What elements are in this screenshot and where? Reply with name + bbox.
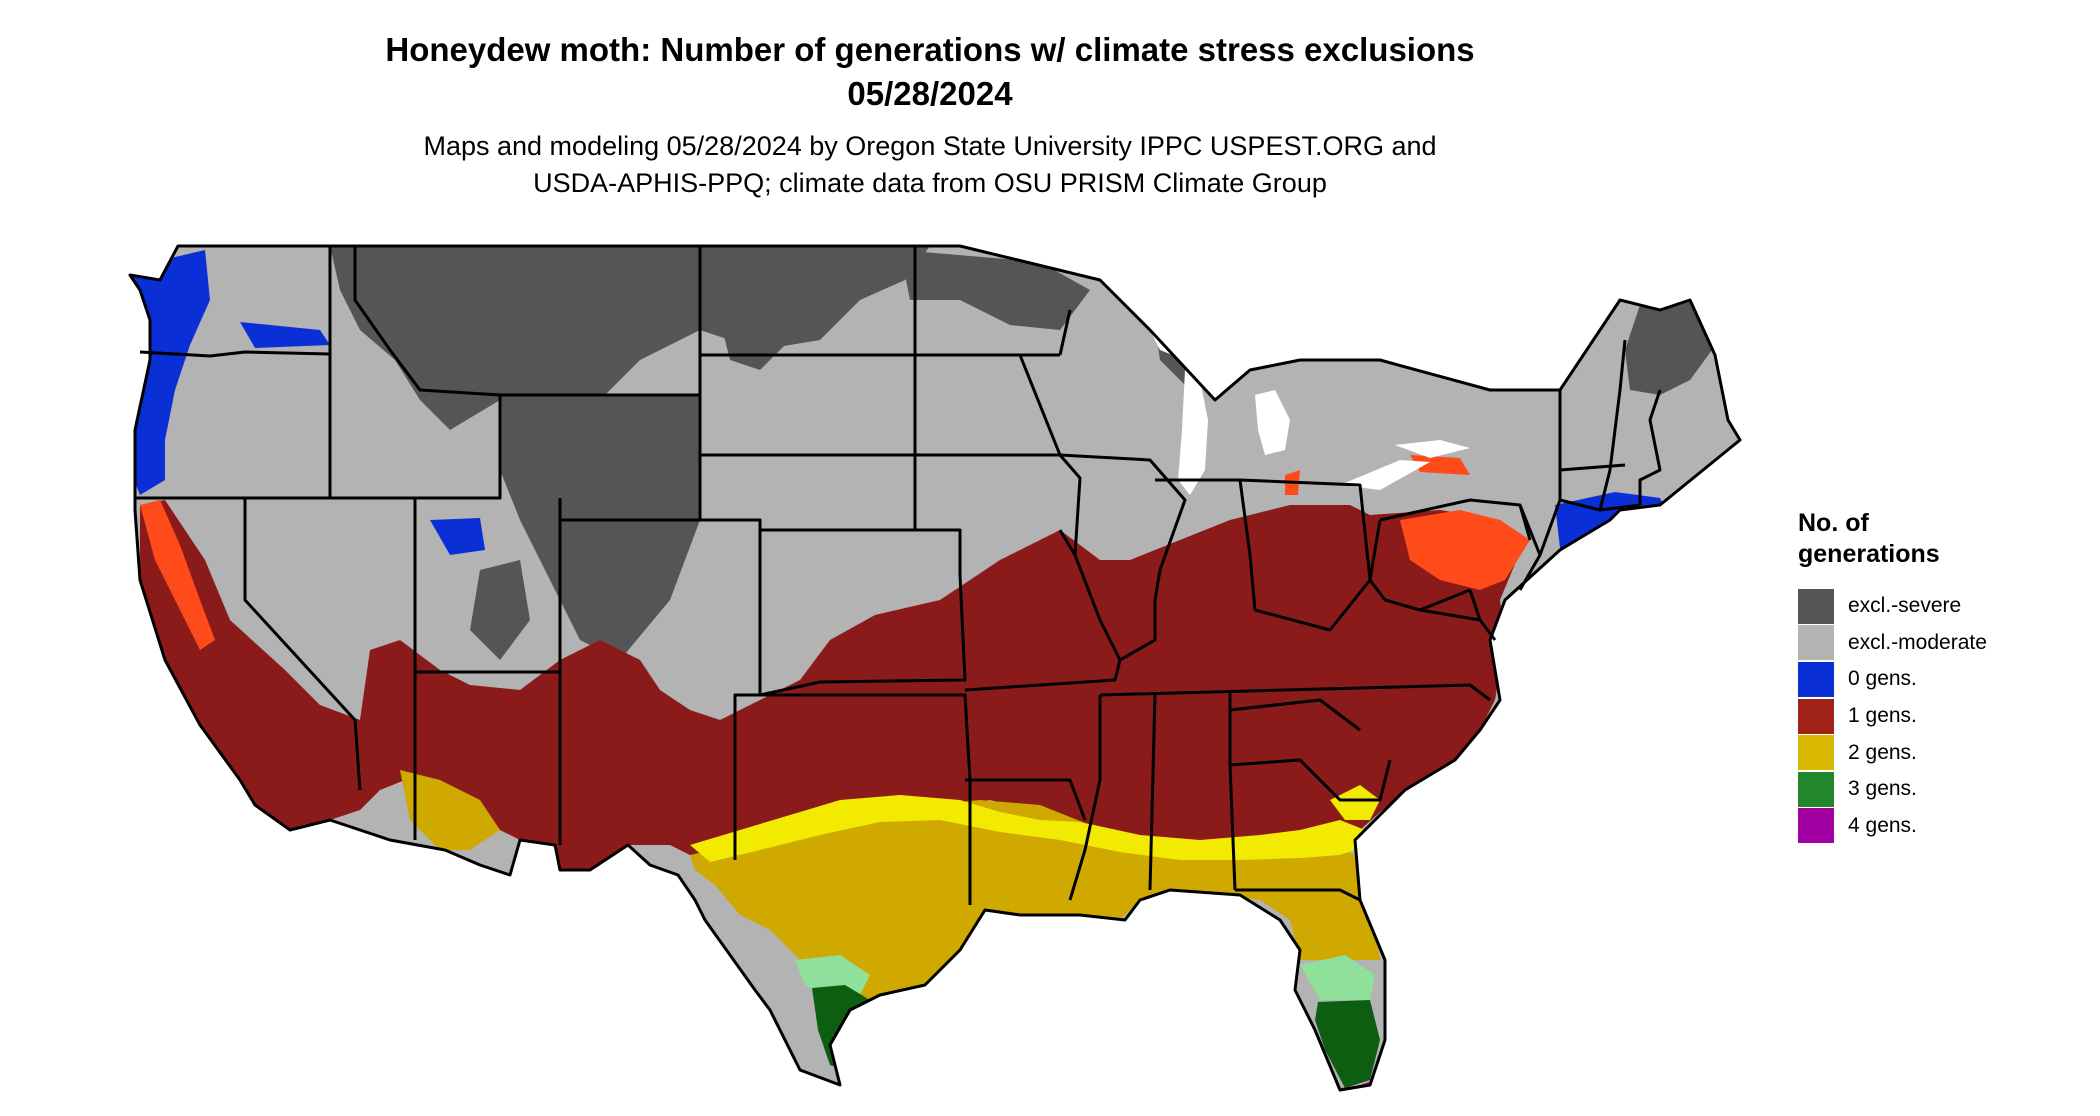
legend-label: excl.-moderate [1848, 630, 1987, 654]
state-boundaries [128, 244, 1742, 1092]
legend-item-0-gens: 0 gens. [1798, 661, 1987, 698]
map-title-date: 05/28/2024 [847, 75, 1013, 112]
legend-swatch [1798, 771, 1834, 807]
legend-label: 1 gens. [1848, 704, 1917, 728]
legend: No. of generations excl.-severe excl.-mo… [1798, 508, 1987, 844]
zone-1-gens [140, 500, 1525, 870]
map-subtitle-line2: USDA-APHIS-PPQ; climate data from OSU PR… [533, 168, 1327, 198]
zone-2-gens [400, 770, 1380, 1010]
legend-swatch [1798, 588, 1834, 624]
legend-item-1-gens: 1 gens. [1798, 698, 1987, 735]
legend-label: excl.-severe [1848, 594, 1962, 618]
map-subtitle-line1: Maps and modeling 05/28/2024 by Oregon S… [423, 131, 1437, 161]
legend-swatch [1798, 698, 1834, 734]
zone-2-gens-edge [690, 785, 1380, 862]
legend-item-3-gens: 3 gens. [1798, 771, 1987, 808]
zone-1-gens-edge [140, 455, 1530, 650]
zone-3-gens [812, 985, 1380, 1088]
legend-swatch [1798, 735, 1834, 771]
legend-title-line2: generations [1798, 540, 1940, 568]
legend-label: 0 gens. [1848, 667, 1917, 691]
legend-swatch [1798, 661, 1834, 697]
legend-swatch [1798, 808, 1834, 844]
map-subtitle: Maps and modeling 05/28/2024 by Oregon S… [0, 128, 1860, 202]
legend-swatch [1798, 625, 1834, 661]
legend-title-line1: No. of [1798, 509, 1869, 537]
us-generations-map [128, 244, 1742, 1092]
map-title-line1: Honeydew moth: Number of generations w/ … [385, 31, 1475, 68]
great-lakes [1150, 330, 1470, 495]
legend-item-2-gens: 2 gens. [1798, 734, 1987, 771]
legend-label: 2 gens. [1848, 740, 1917, 764]
zone-excl-severe [330, 246, 1712, 660]
legend-item-4-gens: 4 gens. [1798, 808, 1987, 845]
legend-label: 3 gens. [1848, 777, 1917, 801]
legend-title: No. of generations [1798, 508, 1987, 570]
legend-item-excl-moderate: excl.-moderate [1798, 625, 1987, 662]
map-title: Honeydew moth: Number of generations w/ … [0, 28, 1860, 116]
legend-label: 4 gens. [1848, 813, 1917, 837]
legend-item-excl-severe: excl.-severe [1798, 588, 1987, 625]
